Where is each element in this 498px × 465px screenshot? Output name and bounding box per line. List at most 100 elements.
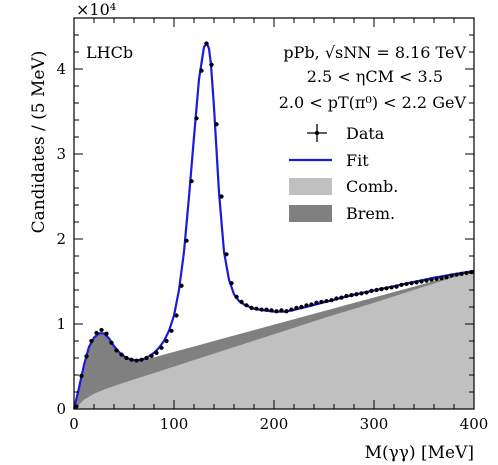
data-point bbox=[369, 288, 374, 293]
data-point bbox=[449, 273, 454, 278]
data-point bbox=[359, 291, 364, 296]
data-point bbox=[84, 354, 89, 359]
y-tick-label: 2 bbox=[56, 230, 66, 248]
x-tick-label: 400 bbox=[460, 415, 489, 433]
data-point bbox=[224, 252, 229, 257]
data-point bbox=[104, 331, 109, 336]
data-point bbox=[89, 338, 94, 344]
data-point bbox=[374, 287, 379, 293]
data-point bbox=[344, 293, 349, 299]
data-point bbox=[169, 328, 174, 333]
data-point bbox=[109, 340, 114, 345]
data-point bbox=[429, 277, 434, 282]
data-point bbox=[394, 284, 399, 289]
comb-area bbox=[74, 270, 474, 409]
data-point bbox=[329, 298, 334, 303]
x-tick-label: 100 bbox=[160, 415, 189, 433]
data-point bbox=[139, 357, 144, 362]
data-point bbox=[304, 303, 309, 308]
legend-label-fit: Fit bbox=[346, 151, 369, 170]
data-point bbox=[264, 307, 269, 312]
data-point bbox=[229, 281, 234, 286]
data-point bbox=[439, 276, 444, 281]
legend-label-data: Data bbox=[346, 124, 385, 143]
data-point bbox=[189, 179, 194, 184]
data-point bbox=[334, 296, 339, 301]
y-axis-title: Candidates / (5 MeV) bbox=[29, 51, 49, 234]
legend-label-brem: Brem. bbox=[346, 204, 395, 223]
data-point bbox=[419, 279, 424, 284]
data-point bbox=[144, 355, 149, 361]
data-point bbox=[279, 308, 284, 313]
data-point bbox=[399, 282, 404, 287]
data-point bbox=[204, 41, 209, 46]
plot-area bbox=[72, 41, 475, 410]
data-point bbox=[214, 122, 219, 127]
legend-label-comb: Comb. bbox=[346, 177, 398, 196]
eta-range-label: 2.5 < ηCM < 3.5 bbox=[307, 67, 443, 86]
data-point bbox=[134, 358, 139, 363]
data-point bbox=[274, 309, 279, 314]
data-point bbox=[254, 306, 259, 311]
legend-brem-swatch bbox=[289, 205, 332, 222]
data-point bbox=[199, 68, 204, 73]
data-point bbox=[424, 278, 429, 283]
data-point bbox=[379, 287, 384, 292]
legend-comb-swatch bbox=[289, 178, 332, 195]
data-point bbox=[114, 348, 119, 353]
axes: 0 100 200 300 400 0 1 2 3 4 bbox=[56, 17, 489, 433]
x-tick-label: 200 bbox=[260, 415, 289, 433]
data-point bbox=[94, 330, 99, 336]
data-point bbox=[284, 309, 289, 314]
data-point bbox=[299, 304, 304, 310]
data-point bbox=[124, 355, 129, 361]
data-point bbox=[74, 404, 79, 409]
data-point bbox=[164, 338, 169, 344]
data-point bbox=[129, 357, 134, 362]
x-tick-label: 300 bbox=[360, 415, 389, 433]
data-point bbox=[384, 286, 389, 291]
data-point bbox=[194, 116, 199, 121]
data-point bbox=[174, 313, 179, 318]
data-point bbox=[314, 300, 319, 305]
data-point bbox=[119, 352, 124, 357]
data-point bbox=[154, 350, 159, 355]
data-point bbox=[389, 285, 394, 290]
data-point bbox=[99, 327, 104, 333]
y-tick-label: 0 bbox=[56, 400, 66, 418]
legend-data-marker bbox=[307, 124, 327, 142]
y-tick-label: 4 bbox=[56, 60, 66, 78]
data-point bbox=[79, 373, 84, 378]
data-point bbox=[364, 290, 369, 295]
data-point bbox=[434, 276, 439, 282]
data-point bbox=[454, 272, 459, 277]
data-point bbox=[159, 345, 164, 350]
data-point bbox=[184, 238, 189, 243]
data-point bbox=[309, 302, 314, 307]
y-multiplier: ×10⁴ bbox=[76, 0, 116, 19]
x-axis-title: M(γγ) [MeV] bbox=[365, 443, 474, 463]
data-point bbox=[349, 293, 354, 298]
data-point bbox=[179, 283, 184, 288]
data-point bbox=[444, 275, 449, 280]
x-tick-label: 0 bbox=[69, 415, 79, 433]
data-point bbox=[149, 353, 154, 358]
data-point bbox=[294, 305, 299, 310]
data-point bbox=[289, 307, 294, 312]
data-point bbox=[319, 299, 324, 304]
data-point bbox=[409, 281, 414, 286]
legend: Data Fit Comb. Brem. bbox=[289, 124, 398, 223]
collision-label: pPb, √sNN = 8.16 TeV bbox=[283, 43, 466, 62]
data-point bbox=[354, 292, 359, 297]
data-point bbox=[414, 280, 419, 285]
data-point bbox=[339, 295, 344, 300]
data-point bbox=[219, 194, 224, 199]
data-point bbox=[239, 299, 244, 304]
data-point bbox=[404, 281, 409, 287]
pt-range-label: 2.0 < pT(π⁰) < 2.2 GeV bbox=[279, 93, 467, 112]
data-point bbox=[464, 270, 469, 276]
data-point bbox=[244, 303, 249, 308]
data-point bbox=[249, 305, 254, 310]
y-tick-label: 1 bbox=[56, 315, 66, 333]
